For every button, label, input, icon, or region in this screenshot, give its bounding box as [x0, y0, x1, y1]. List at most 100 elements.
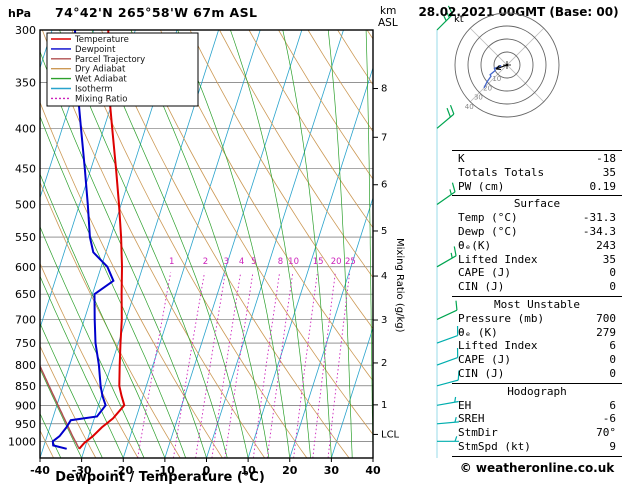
wet-adiabats: [40, 30, 373, 458]
stat-row: CAPE (J) 0: [452, 266, 622, 280]
wind-barb: [436, 300, 458, 321]
altitude-tick-label: 4: [381, 271, 387, 282]
stat-label: StmDir: [458, 426, 498, 440]
pressure-tick-label: 900: [15, 399, 36, 412]
altitude-tick-label: 3: [381, 315, 387, 326]
stat-label: EH: [458, 398, 472, 412]
stat-value: -18: [596, 152, 616, 165]
stat-label: Pressure (mb): [458, 311, 545, 325]
temp-tick-label: 30: [324, 464, 340, 477]
hodograph-unit-label: kt: [454, 14, 464, 25]
pressure-tick-label: 1000: [8, 435, 36, 448]
wind-barb: [436, 325, 459, 344]
stat-label: Totals Totals: [458, 165, 545, 179]
altitude-unit-asl: ASL: [378, 17, 398, 29]
stat-label: θₑ (K): [458, 325, 498, 339]
stat-row: Temp (°C) -31.3: [452, 211, 622, 225]
mixing-ratio-labels: 1 2 3 4 5 8 10 15 20 25: [169, 257, 356, 267]
legend-label: Temperature: [74, 35, 129, 45]
mixing-ratio-value: 25: [345, 257, 356, 267]
table-section: Surface Temp (°C) -31.3 Dewp (°C) -34.3 θₑ(K)…: [452, 195, 622, 296]
stat-value: -34.3: [582, 224, 616, 238]
stat-row: CIN (J) 0: [452, 367, 622, 381]
temperature-curve: [78, 30, 126, 450]
stat-row: K -18: [452, 152, 622, 166]
stat-label: θₑ(K): [458, 238, 492, 252]
wind-barb: [436, 182, 456, 206]
temp-tick-labels: -40 -30 -20 -10 0 10 20 30 40: [30, 458, 381, 477]
stat-label: CAPE (J): [458, 353, 511, 367]
hodograph-wind-trace: [483, 65, 502, 89]
hodograph-ring: [467, 25, 547, 105]
pressure-tick-label: 850: [15, 380, 36, 393]
altitude-tick-label: 8: [381, 84, 387, 95]
hodograph-ring: [493, 51, 521, 79]
hodograph-ring-label: 20: [483, 84, 492, 92]
wind-barb: [436, 370, 460, 387]
mixing-ratio-value: 10: [288, 257, 299, 267]
temp-tick-label: -30: [72, 464, 92, 477]
stat-value: 0: [609, 366, 616, 380]
pressure-tick-label: 500: [15, 199, 36, 212]
stat-label: Temp (°C): [458, 211, 518, 225]
stat-value: 35: [602, 252, 616, 266]
altitude-tick-label: 7: [381, 132, 387, 143]
pressure-tick-label: 400: [15, 122, 36, 135]
mixing-ratio-value: 8: [278, 257, 283, 267]
pressure-tick-label: 700: [15, 313, 36, 326]
stat-row: θₑ (K) 279: [452, 326, 622, 340]
pressure-tick-label: 300: [15, 24, 36, 37]
hodograph-ring: [480, 38, 534, 92]
mixing-ratio-value: 20: [331, 257, 342, 267]
stat-value: 6: [609, 398, 616, 412]
wind-barb: [436, 396, 459, 406]
hodograph-ring-label: 10: [492, 75, 501, 83]
stat-label: CIN (J): [458, 366, 505, 380]
temp-tick-label: 20: [282, 464, 298, 477]
stat-value: 243: [596, 238, 616, 252]
stat-value: 0: [609, 353, 616, 367]
wind-barb: [436, 416, 459, 425]
temp-tick-label: 0: [203, 464, 211, 477]
altitude-tick-label: 5: [381, 226, 387, 237]
altitude-tick-label: 1: [381, 400, 387, 411]
wind-barb-column: [436, 5, 460, 458]
mixing-ratio-value: 5: [251, 257, 256, 267]
stat-value: -6: [602, 412, 616, 426]
stat-row: Dewp (°C) -34.3: [452, 225, 622, 239]
table-section-header: Most Unstable: [493, 297, 581, 311]
legend-label: Isotherm: [75, 85, 113, 95]
mixing-ratio-value: 1: [169, 257, 174, 267]
stat-row: Lifted Index 6: [452, 339, 622, 353]
wind-barb: [437, 436, 459, 442]
wind-barb: [436, 5, 454, 31]
wind-barb: [436, 105, 455, 129]
pressure-tick-label: 350: [15, 77, 36, 90]
wind-barb: [436, 246, 457, 268]
copyright-label: © weatheronline.co.uk: [459, 461, 615, 475]
mixing-ratio-value: 3: [224, 257, 229, 267]
dry-adiabats: [40, 30, 373, 458]
stat-row: CIN (J) 0: [452, 280, 622, 294]
stat-value: 0: [609, 266, 616, 280]
pressure-tick-label: 450: [15, 163, 36, 176]
table-section: Most Unstable Pressure (mb) 700 θₑ (K) 279 Li…: [452, 295, 622, 383]
legend-label: Wet Adiabat: [75, 75, 127, 85]
stat-row: Pressure (mb) 700: [452, 312, 622, 326]
legend-box: [46, 32, 199, 107]
pressure-tick-label: 800: [15, 359, 36, 372]
pressure-gridlines: [40, 29, 373, 442]
altitude-tick-label: 6: [381, 180, 387, 191]
parcel-trajectory-curve: [40, 364, 80, 450]
hodograph-ring-label: 30: [474, 94, 483, 102]
hodograph-center-dot: [505, 63, 509, 67]
stat-label: K: [458, 152, 465, 165]
stat-row: StmSpd (kt) 9: [452, 440, 622, 454]
temp-tick-label: -10: [155, 464, 175, 477]
legend-label: Dewpoint: [75, 45, 116, 55]
hodograph-ring-label: 40: [465, 103, 474, 111]
stat-value: 70°: [596, 426, 616, 440]
